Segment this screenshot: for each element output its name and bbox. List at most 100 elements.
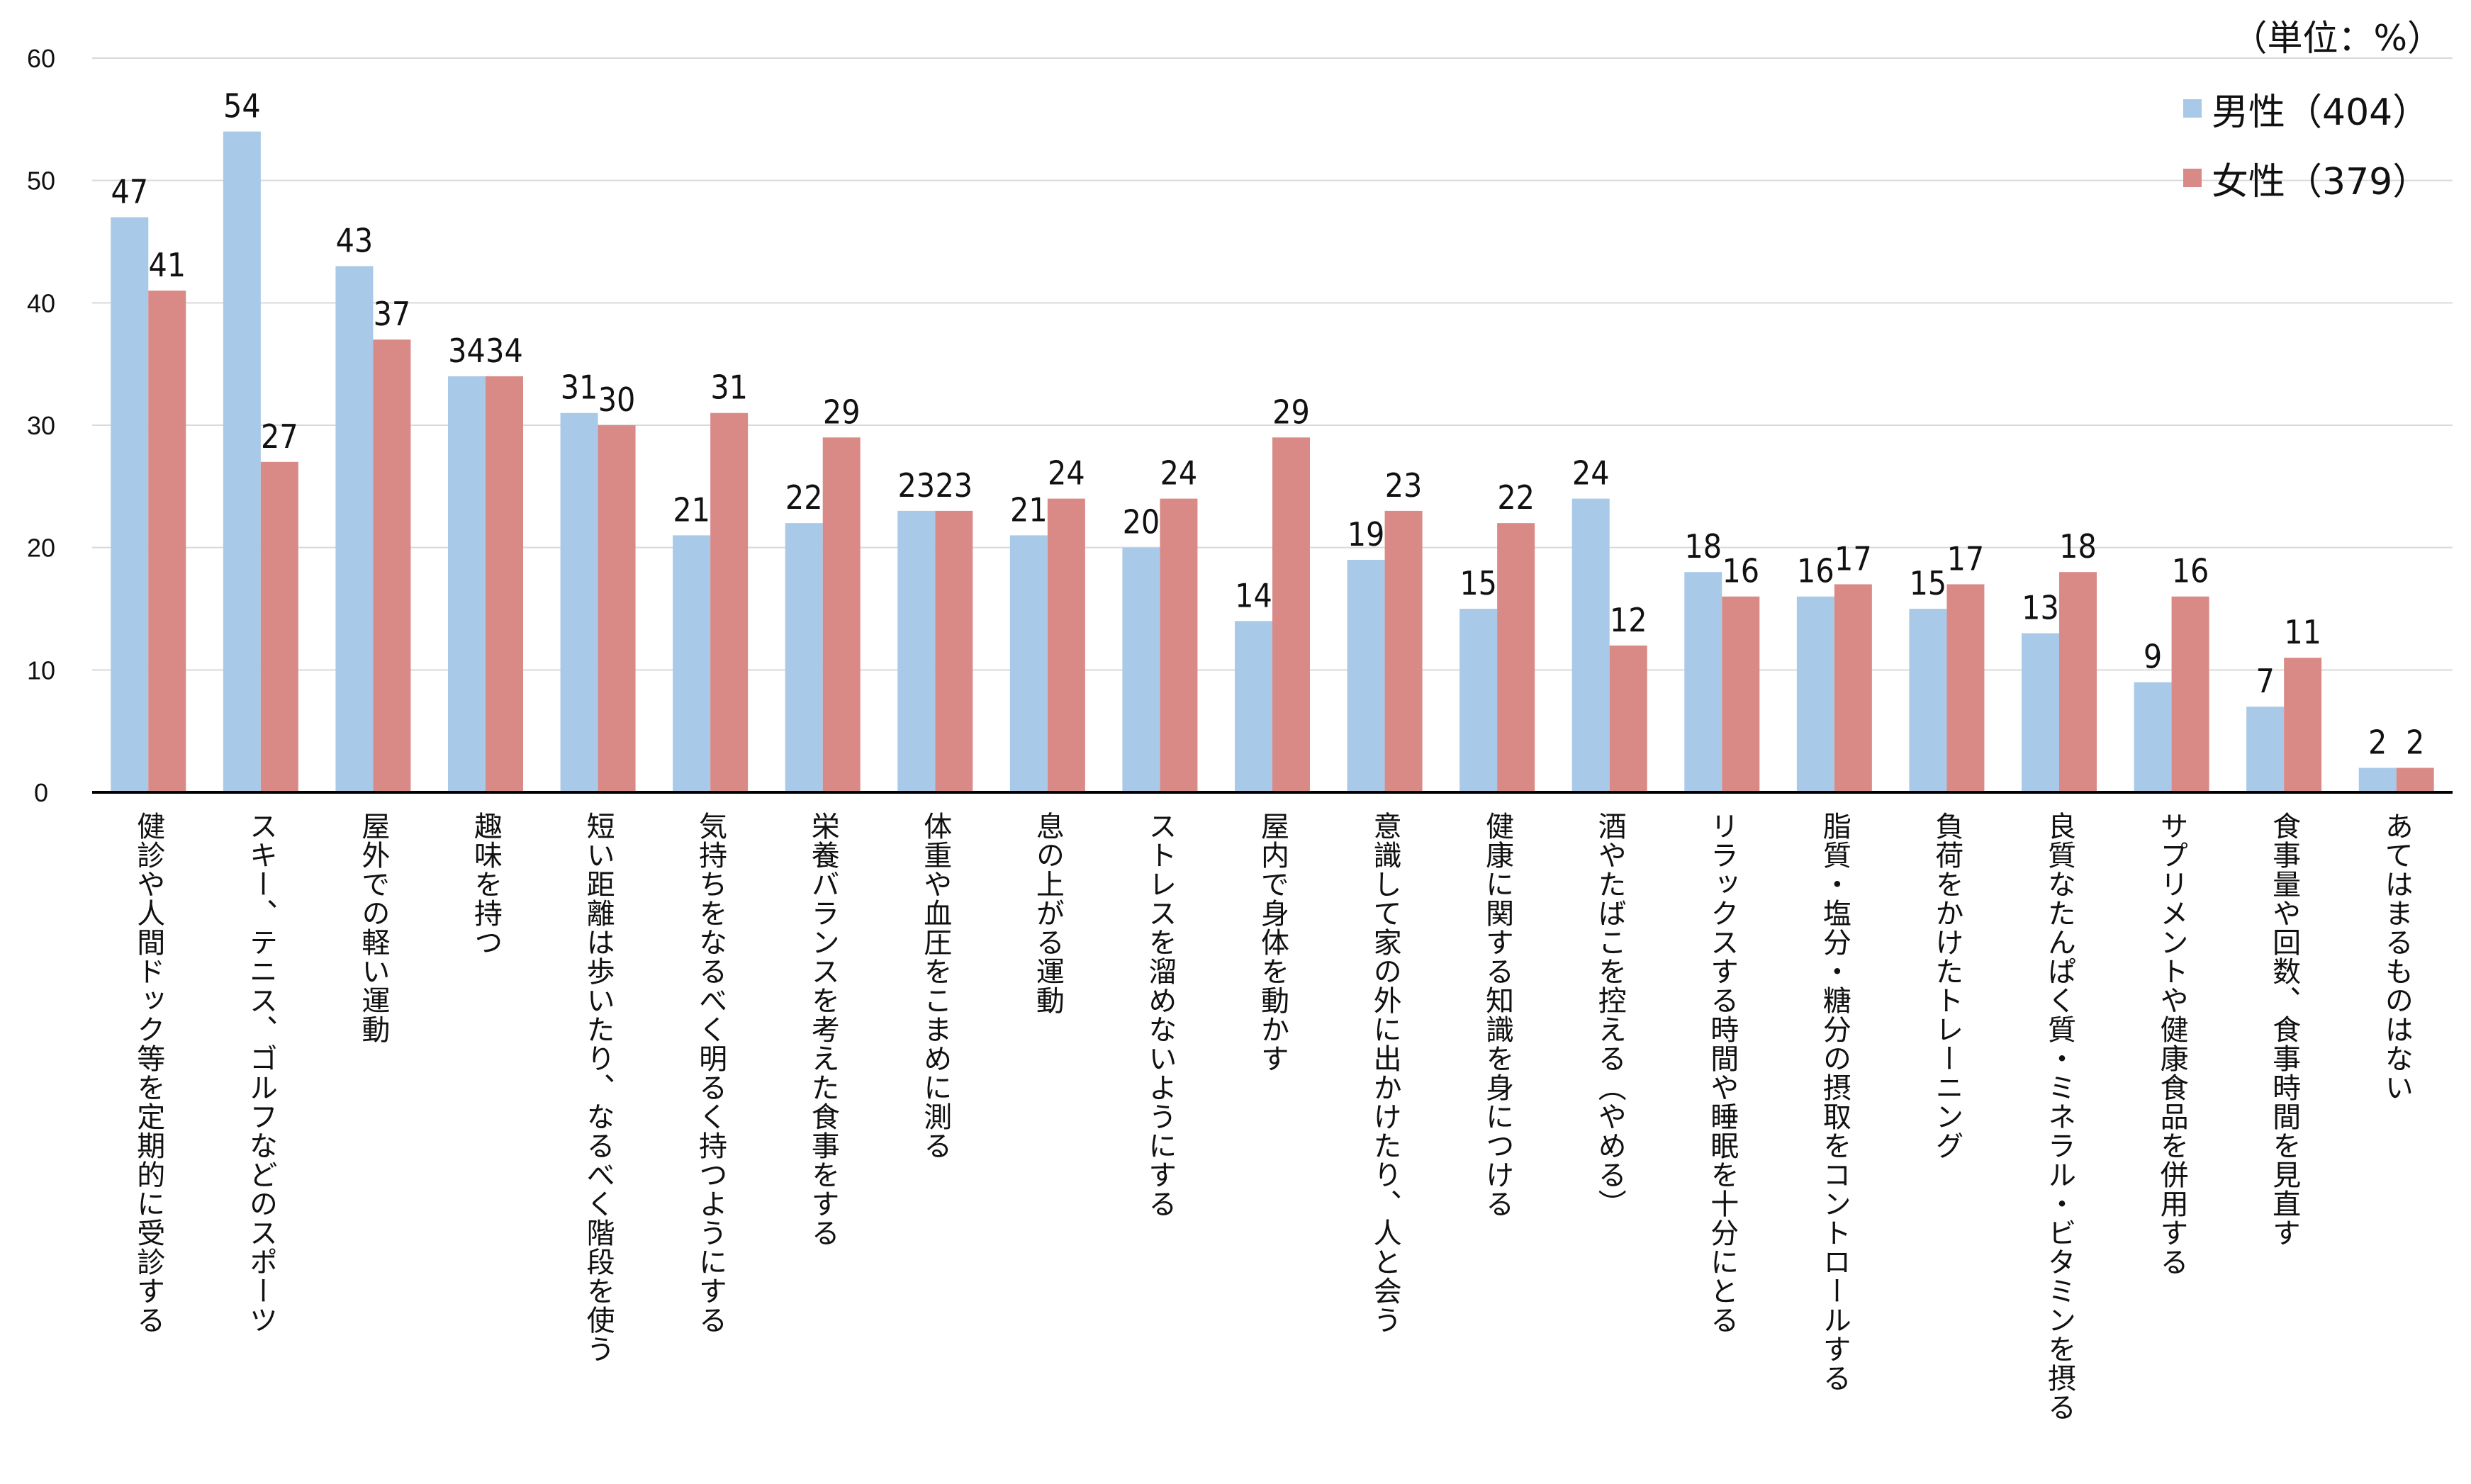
legend-label-male: 男性（404） (2212, 91, 2430, 134)
data-label-male: 7 (2256, 662, 2274, 700)
data-label-female: 16 (2172, 552, 2209, 590)
data-label-male: 9 (2144, 638, 2162, 676)
bar-female (2059, 572, 2097, 792)
data-label-female: 29 (823, 393, 861, 431)
data-label-female: 11 (2284, 613, 2321, 651)
data-label-female: 34 (486, 332, 523, 370)
bar-female (260, 461, 298, 792)
data-label-male: 13 (2022, 589, 2059, 627)
data-label-male: 20 (1123, 503, 1160, 541)
bar-male (1684, 572, 1722, 792)
data-label-male: 2 (2368, 723, 2387, 761)
bar-male (2246, 707, 2285, 792)
bar-male (1459, 609, 1498, 792)
legend: 男性（404） 女性（379） (2183, 74, 2429, 213)
category-label: 良質なたんぱく質・ミネラル・ビタミンを摂る (2043, 811, 2075, 1422)
y-tick-label: 10 (27, 656, 55, 685)
bar-male (2358, 768, 2397, 792)
bar-female (822, 437, 861, 792)
bar-male (111, 217, 149, 792)
bar-female (1047, 498, 1085, 792)
bar-female (1272, 437, 1310, 792)
data-label-female: 30 (598, 381, 636, 419)
data-label-male: 31 (561, 369, 598, 407)
bar-male (1571, 498, 1610, 792)
bar-male (673, 535, 711, 792)
data-label-female: 17 (1947, 539, 1985, 578)
data-label-female: 17 (1834, 539, 1872, 578)
category-label: リラックスする時間や睡眠を十分にとる (1705, 811, 1739, 1334)
category-label: 気持ちをなるべく明るく持つようにする (694, 811, 727, 1334)
legend-item-female: 女性（379） (2183, 143, 2429, 213)
bar-female (935, 510, 973, 792)
bar-female (598, 425, 636, 792)
bar-female (148, 291, 186, 793)
y-tick-label: 40 (27, 288, 55, 317)
data-label-female: 23 (935, 466, 973, 505)
y-tick-label: 30 (27, 411, 55, 440)
bar-male (897, 510, 936, 792)
bar-female (1834, 584, 1872, 792)
bar-male (560, 412, 598, 792)
data-label-male: 21 (1010, 490, 1048, 529)
bar-male (1347, 559, 1385, 792)
data-label-male: 34 (448, 332, 486, 370)
bar-female (373, 339, 411, 793)
category-label: 健診や人間ドック等を定期的に受診する (132, 811, 165, 1334)
category-label: 屋内で身体を動かす (1256, 811, 1289, 1073)
bar-male (1909, 609, 1947, 792)
category-label: 脂質・塩分・糖分の摂取をコントロールする (1817, 811, 1851, 1393)
data-label-female: 24 (1048, 454, 1085, 493)
bar-male (1235, 621, 1272, 792)
data-label-male: 22 (785, 478, 823, 517)
category-label: 健康に関する知識を身につける (1481, 811, 1514, 1218)
legend-swatch-female (2183, 169, 2202, 187)
legend-item-male: 男性（404） (2183, 74, 2429, 143)
bar-female (1609, 645, 1647, 792)
bar-female (486, 376, 523, 792)
data-label-male: 18 (1684, 527, 1722, 566)
data-label-female: 18 (2059, 527, 2097, 566)
category-label: スキー、テニス、ゴルフなどのスポーツ (244, 811, 277, 1334)
y-tick-label: 20 (27, 534, 55, 563)
category-label: あてはまるものはない (2380, 811, 2413, 1102)
category-label: 意識して家の外に出かけたり、人と会う (1368, 811, 1401, 1334)
y-tick-label: 50 (27, 167, 55, 196)
data-label-male: 23 (897, 466, 935, 505)
data-label-female: 41 (148, 246, 186, 284)
category-label: 息の上がる運動 (1031, 811, 1064, 1015)
data-label-male: 43 (336, 222, 374, 260)
category-label: 屋外での軽い運動 (357, 811, 390, 1044)
data-label-female: 12 (1610, 601, 1647, 639)
bar-female (1160, 498, 1198, 792)
y-tick-label: 0 (34, 778, 48, 807)
category-label: 負荷をかけたトレーニング (1930, 811, 1963, 1160)
data-label-male: 21 (673, 490, 710, 529)
category-label: 栄養バランスを考えた食事をする (806, 811, 839, 1247)
category-label: ストレスを溜めないようにする (1143, 811, 1177, 1218)
bar-female (710, 412, 749, 792)
data-label-male: 15 (1459, 564, 1497, 602)
bar-female (1722, 596, 1760, 792)
legend-swatch-male (2183, 99, 2202, 118)
bar-male (2022, 633, 2059, 792)
category-label: 短い距離は歩いたり、なるべく階段を使う (581, 811, 615, 1364)
category-label: 趣味を持つ (469, 811, 502, 957)
unit-label: （単位：%） (2231, 18, 2443, 59)
data-label-male: 16 (1797, 552, 1834, 590)
category-label: 体重や血圧をこまめに測る (919, 811, 952, 1160)
category-label: サプリメントや健康食品を併用する (2155, 811, 2188, 1276)
category-label: 酒やたばこを控える（やめる） (1593, 811, 1626, 1218)
data-label-female: 27 (261, 417, 298, 456)
legend-label-female: 女性（379） (2212, 160, 2430, 203)
data-label-female: 22 (1497, 478, 1535, 517)
bar-female (2284, 658, 2322, 792)
data-label-female: 31 (710, 369, 748, 407)
data-label-female: 24 (1160, 454, 1198, 493)
bar-female (2396, 768, 2434, 792)
data-label-male: 14 (1235, 576, 1272, 614)
bar-female (2171, 596, 2209, 792)
data-label-male: 15 (1910, 564, 1947, 602)
